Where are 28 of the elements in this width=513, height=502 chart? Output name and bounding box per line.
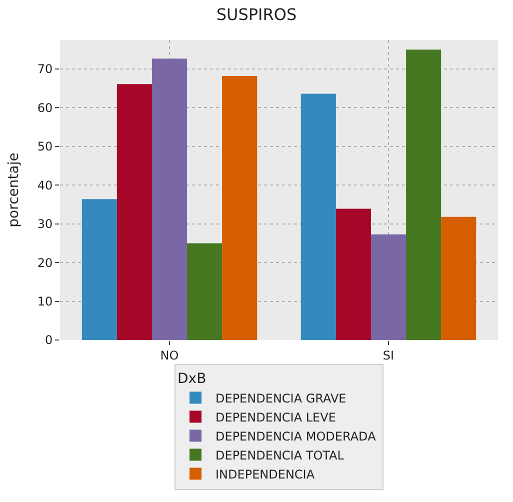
y-tick-label: 20: [37, 256, 53, 270]
chart-title: SUSPIROS: [216, 5, 297, 24]
legend-label: DEPENDENCIA GRAVE: [216, 391, 346, 406]
bar: [116, 84, 152, 340]
x-tick-label: SI: [382, 348, 394, 362]
bar: [300, 94, 336, 340]
bar: [406, 50, 442, 340]
legend-label: DEPENDENCIA TOTAL: [216, 448, 344, 462]
bar: [441, 216, 476, 340]
y-tick-label: 50: [37, 140, 53, 154]
legend-label: INDEPENDENCIA: [216, 467, 316, 482]
y-tick-label: 70: [37, 62, 53, 76]
y-tick-label: 10: [37, 294, 53, 308]
y-tick-label: 60: [37, 100, 53, 115]
legend-label: DEPENDENCIA MODERADA: [216, 429, 377, 444]
bar: [82, 199, 117, 340]
bar: [370, 234, 406, 340]
bar: [187, 243, 222, 340]
legend-title: DxB: [178, 371, 206, 388]
bar: [222, 76, 258, 340]
bar: [152, 58, 188, 340]
bar: [336, 208, 371, 340]
y-tick-label: 0: [44, 333, 53, 348]
y-axis-title: porcentaje: [6, 152, 22, 228]
y-tick-label: 30: [37, 217, 53, 232]
legend-label: DEPENDENCIA LEVE: [216, 410, 336, 424]
y-tick-label: 40: [37, 178, 53, 192]
x-tick-label: NO: [160, 348, 179, 362]
